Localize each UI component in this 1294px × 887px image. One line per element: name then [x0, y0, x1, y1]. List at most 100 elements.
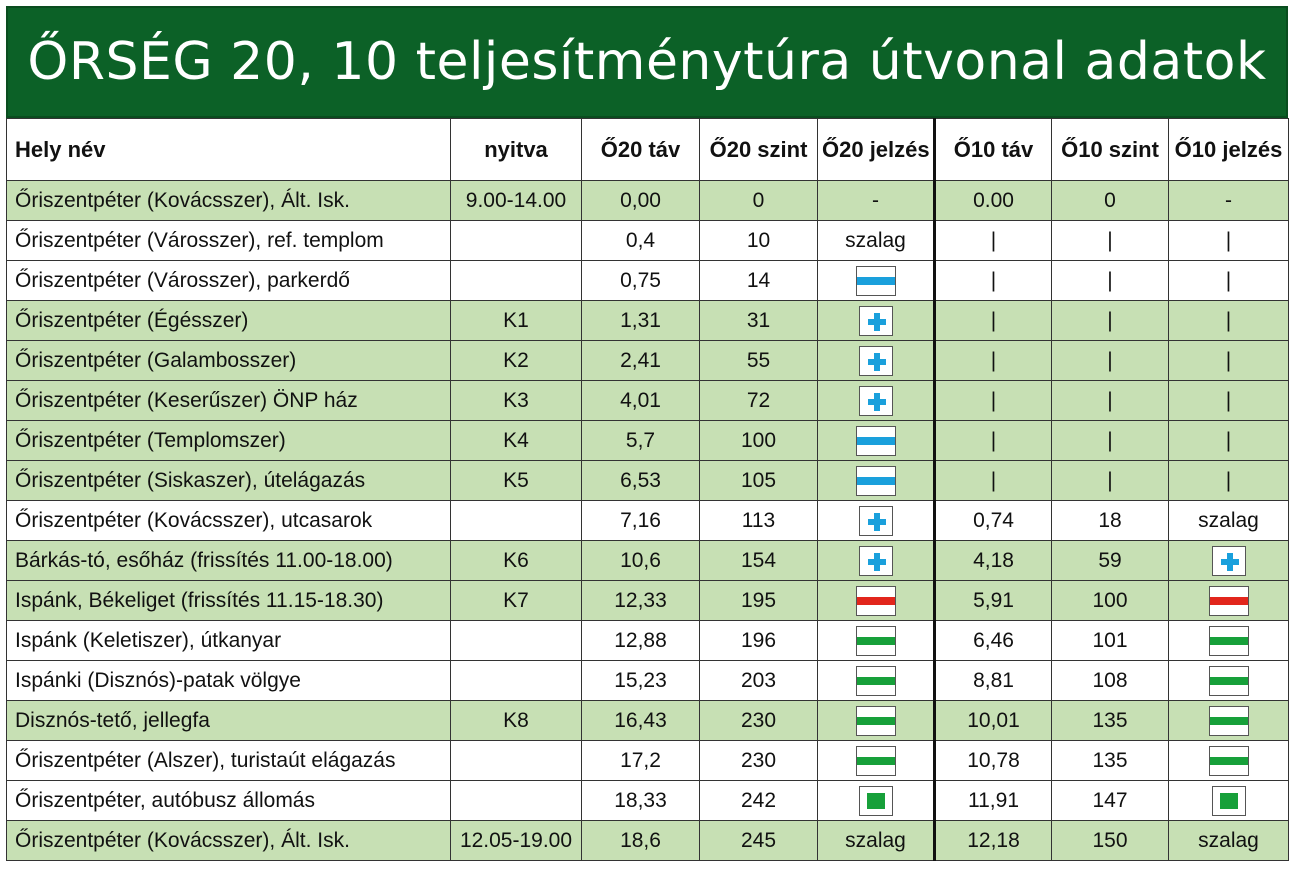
- cell-place-name: Őriszentpéter (Égésszer): [6, 300, 451, 341]
- cell-o20-marking: [817, 300, 935, 341]
- cell-o10-distance: |: [933, 420, 1052, 461]
- cell-o10-distance: |: [933, 460, 1052, 501]
- cell-o20-elevation: 245: [699, 820, 818, 861]
- cell-o20-distance: 6,53: [581, 460, 700, 501]
- cell-o10-marking: szalag: [1168, 500, 1289, 541]
- cell-o20-elevation: 230: [699, 740, 818, 781]
- cell-o10-elevation: 108: [1051, 660, 1169, 701]
- green-stripe-icon: [1208, 745, 1249, 776]
- table-row: Őriszentpéter (Galambosszer) K2 2,41 55 | | |: [6, 340, 1289, 381]
- cell-open: 9.00-14.00: [450, 180, 582, 221]
- green-stripe-icon: [855, 665, 896, 696]
- cell-o20-marking: [817, 780, 935, 821]
- cell-o20-distance: 18,6: [581, 820, 700, 861]
- cell-o10-distance: 11,91: [933, 780, 1052, 821]
- green-stripe-icon: [1208, 705, 1249, 736]
- cell-o10-elevation: 59: [1051, 540, 1169, 581]
- cell-o10-elevation: 18: [1051, 500, 1169, 541]
- green-stripe-icon: [855, 705, 896, 736]
- cell-o20-distance: 15,23: [581, 660, 700, 701]
- cell-o20-elevation: 55: [699, 340, 818, 381]
- cell-o20-marking: [817, 500, 935, 541]
- cell-o20-marking: [817, 460, 935, 501]
- cell-place-name: Őriszentpéter (Templomszer): [6, 420, 451, 461]
- cell-o20-elevation: 0: [699, 180, 818, 221]
- cell-o20-distance: 18,33: [581, 780, 700, 821]
- cell-place-name: Őriszentpéter, autóbusz állomás: [6, 780, 451, 821]
- header-open: nyitva: [450, 118, 582, 181]
- green-square-icon: [1211, 785, 1246, 816]
- cell-open: K8: [450, 700, 582, 741]
- header-o20-marking: Ő20 jelzés: [817, 118, 935, 181]
- cell-o20-distance: 10,6: [581, 540, 700, 581]
- cell-place-name: Őriszentpéter (Keserűszer) ÖNP ház: [6, 380, 451, 421]
- cell-o10-elevation: |: [1051, 340, 1169, 381]
- cell-o10-elevation: 135: [1051, 740, 1169, 781]
- cell-o20-elevation: 100: [699, 420, 818, 461]
- header-o20-elevation: Ő20 szint: [699, 118, 818, 181]
- blue-cross-icon: [858, 545, 893, 576]
- cell-open: [450, 500, 582, 541]
- cell-o10-marking: [1168, 700, 1289, 741]
- cell-o10-marking: |: [1168, 220, 1289, 261]
- cell-o10-elevation: 147: [1051, 780, 1169, 821]
- cell-o10-distance: |: [933, 260, 1052, 301]
- cell-open: 12.05-19.00: [450, 820, 582, 861]
- cell-open: [450, 620, 582, 661]
- cell-o10-distance: 6,46: [933, 620, 1052, 661]
- cell-o20-marking: [817, 260, 935, 301]
- cell-o20-distance: 7,16: [581, 500, 700, 541]
- cell-o20-distance: 1,31: [581, 300, 700, 341]
- cell-o10-marking: [1168, 740, 1289, 781]
- cell-o20-marking: szalag: [817, 220, 935, 261]
- cell-o20-elevation: 113: [699, 500, 818, 541]
- header-o10-marking: Ő10 jelzés: [1168, 118, 1289, 181]
- cell-place-name: Őriszentpéter (Kovácsszer), Ált. Isk.: [6, 820, 451, 861]
- cell-open: [450, 660, 582, 701]
- cell-o20-distance: 0,75: [581, 260, 700, 301]
- cell-o10-marking: [1168, 620, 1289, 661]
- cell-o20-elevation: 196: [699, 620, 818, 661]
- table-row: Ispánk (Keletiszer), útkanyar 12,88 196 6,4…: [6, 620, 1289, 661]
- cell-open: K5: [450, 460, 582, 501]
- cell-place-name: Őriszentpéter (Kovácsszer), Ált. Isk.: [6, 180, 451, 221]
- green-stripe-icon: [1208, 625, 1249, 656]
- cell-o10-distance: 5,91: [933, 580, 1052, 621]
- header-o10-elevation: Ő10 szint: [1051, 118, 1169, 181]
- cell-o20-elevation: 105: [699, 460, 818, 501]
- cell-o20-marking: [817, 420, 935, 461]
- cell-o10-elevation: |: [1051, 380, 1169, 421]
- cell-o10-elevation: 100: [1051, 580, 1169, 621]
- cell-o10-marking: |: [1168, 460, 1289, 501]
- cell-o10-elevation: 0: [1051, 180, 1169, 221]
- cell-o20-marking: [817, 380, 935, 421]
- green-stripe-icon: [1208, 665, 1249, 696]
- table-row: Őriszentpéter (Kovácsszer), Ált. Isk. 12.…: [6, 820, 1289, 861]
- table-row: Őriszentpéter (Siskaszer), útelágazás K5 6…: [6, 460, 1289, 501]
- table-row: Őriszentpéter (Városszer), parkerdő 0,75 1…: [6, 260, 1289, 301]
- cell-open: [450, 220, 582, 261]
- cell-o20-elevation: 230: [699, 700, 818, 741]
- cell-o20-elevation: 72: [699, 380, 818, 421]
- cell-o20-distance: 12,33: [581, 580, 700, 621]
- cell-o20-distance: 17,2: [581, 740, 700, 781]
- cell-open: [450, 260, 582, 301]
- cell-open: K6: [450, 540, 582, 581]
- table-row: Ispánk, Békeliget (frissítés 11.15-18.30…: [6, 580, 1289, 621]
- route-data-sheet: ŐRSÉG 20, 10 teljesítménytúra útvonal ad…: [6, 6, 1289, 882]
- cell-o20-elevation: 195: [699, 580, 818, 621]
- cell-o20-marking: [817, 580, 935, 621]
- cell-o10-distance: |: [933, 300, 1052, 341]
- cell-o20-distance: 16,43: [581, 700, 700, 741]
- table-row: Őriszentpéter (Égésszer) K1 1,31 31 | | |: [6, 300, 1289, 341]
- cell-o20-marking: [817, 340, 935, 381]
- cell-o20-elevation: 154: [699, 540, 818, 581]
- cell-o10-marking: [1168, 540, 1289, 581]
- cell-o10-elevation: |: [1051, 300, 1169, 341]
- blue-cross-icon: [858, 505, 893, 536]
- cell-o10-marking: szalag: [1168, 820, 1289, 861]
- cell-o10-elevation: |: [1051, 420, 1169, 461]
- cell-open: K2: [450, 340, 582, 381]
- cell-o10-distance: 0,74: [933, 500, 1052, 541]
- cell-o10-elevation: |: [1051, 260, 1169, 301]
